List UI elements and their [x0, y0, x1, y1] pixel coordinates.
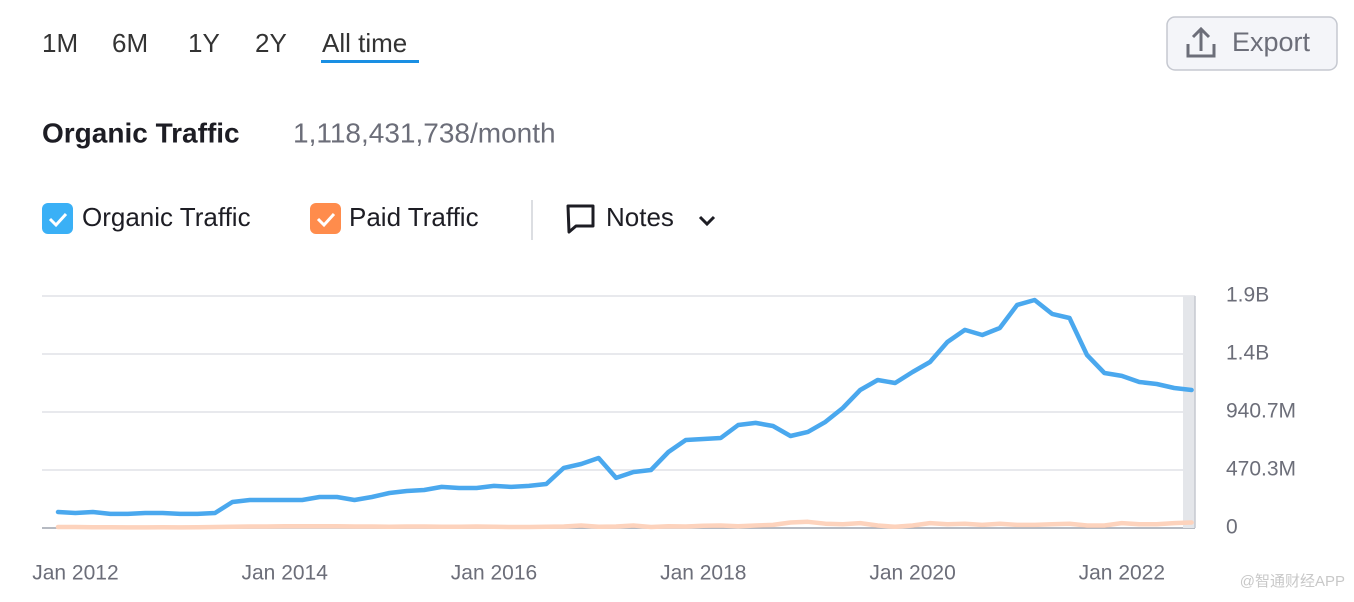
- series-line: [55, 519, 1194, 530]
- tab[interactable]: 2Y: [255, 28, 287, 58]
- export-button[interactable]: Export: [1166, 16, 1338, 71]
- legend-checkbox: [42, 203, 73, 234]
- legend-label: Paid Traffic: [349, 202, 479, 232]
- tab[interactable]: 1Y: [188, 28, 220, 58]
- y-tick-label: 940.7M: [1226, 400, 1296, 423]
- legend-checkbox: [310, 203, 341, 234]
- legend: Notes Organic Traffic Paid Traffic: [42, 200, 716, 240]
- notes-icon: [566, 204, 595, 234]
- x-tick-label: Jan 2020: [869, 562, 955, 585]
- heading-value: 1,118,431,738/month: [293, 117, 556, 148]
- y-tick-label: 1.4B: [1226, 342, 1269, 365]
- legend-item[interactable]: Paid Traffic: [310, 202, 479, 234]
- x-tick-label: Jan 2014: [242, 562, 329, 585]
- tab-underline: [321, 60, 419, 63]
- y-tick-label: 470.3M: [1226, 458, 1296, 481]
- chevron: [698, 215, 716, 227]
- watermark: @智通财经APP: [1240, 572, 1345, 590]
- x-tick-label: Jan 2018: [660, 562, 746, 585]
- tab[interactable]: 6M: [112, 28, 148, 58]
- series-line: [55, 297, 1194, 517]
- legend-item[interactable]: Organic Traffic: [42, 202, 251, 234]
- y-tick-label: 0: [1226, 516, 1238, 539]
- check-mark: [316, 212, 336, 228]
- tab[interactable]: 1M: [42, 28, 78, 58]
- export-icon: [1186, 26, 1216, 58]
- button-label: Export: [1232, 27, 1311, 57]
- x-tick-label: Jan 2016: [451, 562, 537, 585]
- notes-label: Notes: [606, 202, 674, 232]
- legend-label: Organic Traffic: [82, 202, 251, 232]
- tab-active[interactable]: All time: [322, 28, 407, 58]
- x-tick-label: Jan 2022: [1079, 562, 1165, 585]
- x-tick-label: Jan 2012: [32, 562, 118, 585]
- current-period-band: [1183, 296, 1195, 528]
- check-mark: [48, 212, 68, 228]
- heading: Organic Traffic: [42, 117, 240, 148]
- y-tick-label: 1.9B: [1226, 284, 1269, 307]
- notes-button[interactable]: Notes: [566, 202, 716, 234]
- period-tabs: 1M 6M 1Y 2Y All time: [42, 28, 419, 63]
